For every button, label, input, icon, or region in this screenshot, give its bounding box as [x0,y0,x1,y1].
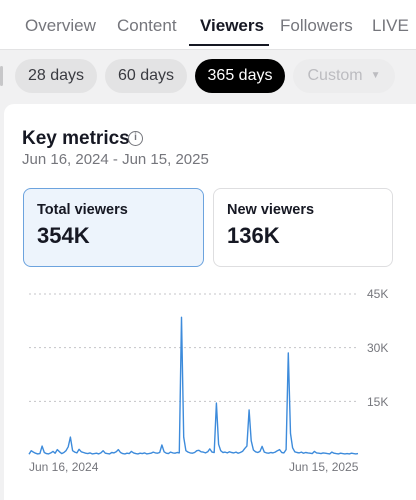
y-tick-label: 30K [367,341,389,355]
range-label: 60 days [117,67,175,84]
key-metrics-card [4,104,416,500]
tab-content[interactable]: Content [117,16,177,35]
key-metrics-title: Key metrics [22,128,130,149]
grid-layer [29,293,358,402]
info-icon[interactable]: i [128,131,143,146]
chart-svg [28,293,359,455]
new-viewers-card[interactable]: New viewers 136K [213,188,393,267]
metric-label: Total viewers [37,202,128,218]
metric-value: 354K [37,223,90,248]
viewers-series-line [28,316,359,455]
tab-viewers[interactable]: Viewers [200,16,264,35]
total-viewers-card[interactable]: Total viewers 354K [23,188,204,267]
x-tick-label: Jun 15, 2025 [289,460,359,474]
tab-overview[interactable]: Overview [25,16,96,35]
y-tick-label: 15K [367,395,389,409]
tab-followers[interactable]: Followers [280,16,353,35]
range-custom-dropdown[interactable]: Custom ▼ [293,59,395,93]
metric-label: New viewers [227,202,315,218]
x-tick-label: Jun 16, 2024 [29,460,99,474]
range-label: Custom [307,67,363,84]
metric-value: 136K [227,223,280,248]
tab-live[interactable]: LIVE [372,16,409,35]
y-tick-label: 45K [367,287,389,301]
chevron-down-icon: ▼ [370,70,381,81]
range-60-days-button[interactable]: 60 days [105,59,187,93]
active-tab-indicator [189,44,269,46]
range-28-days-button[interactable]: 28 days [15,59,97,93]
range-label: 28 days [27,67,85,84]
tab-bar: Overview Content Viewers Followers LIVE [0,0,416,50]
viewers-line-chart: 45K 30K 15K Jun 16, 2024 Jun 15, 2025 [0,280,416,480]
date-range: Jun 16, 2024 - Jun 15, 2025 [22,151,209,168]
range-365-days-button[interactable]: 365 days [195,59,285,93]
range-label: 365 days [207,67,273,84]
scroll-edge-indicator [0,66,3,86]
